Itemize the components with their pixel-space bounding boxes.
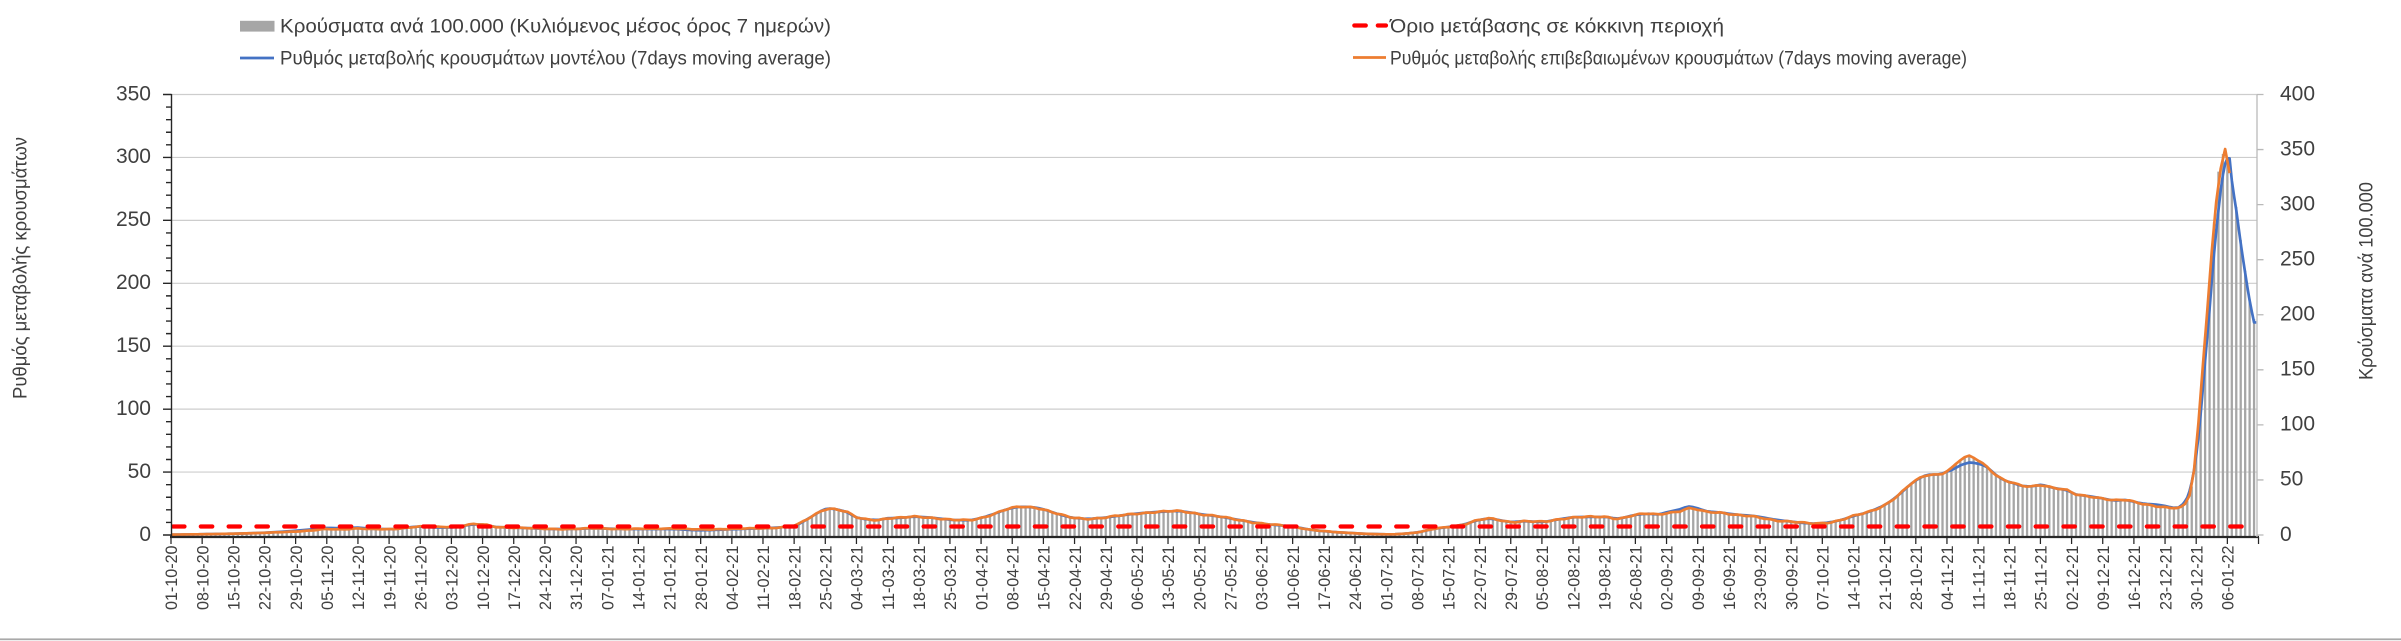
- svg-text:25-11-21: 25-11-21: [2033, 546, 2051, 611]
- svg-text:100: 100: [2280, 413, 2315, 436]
- svg-text:09-12-21: 09-12-21: [2095, 546, 2113, 611]
- svg-text:25-02-21: 25-02-21: [818, 546, 836, 611]
- svg-text:04-02-21: 04-02-21: [724, 546, 742, 611]
- svg-text:26-08-21: 26-08-21: [1628, 546, 1646, 611]
- svg-text:200: 200: [2280, 303, 2315, 326]
- svg-text:30-09-21: 30-09-21: [1783, 546, 1801, 611]
- svg-text:02-12-21: 02-12-21: [2064, 546, 2082, 611]
- svg-text:29-07-21: 29-07-21: [1503, 546, 1521, 611]
- svg-text:17-06-21: 17-06-21: [1316, 546, 1334, 611]
- svg-text:23-09-21: 23-09-21: [1752, 546, 1770, 611]
- svg-text:21-10-21: 21-10-21: [1877, 546, 1895, 611]
- svg-text:19-11-20: 19-11-20: [381, 546, 399, 611]
- svg-text:350: 350: [116, 82, 151, 105]
- svg-text:22-07-21: 22-07-21: [1472, 546, 1490, 611]
- svg-text:08-07-21: 08-07-21: [1409, 546, 1427, 611]
- svg-text:12-08-21: 12-08-21: [1565, 546, 1583, 611]
- svg-text:11-03-21: 11-03-21: [880, 546, 898, 611]
- svg-text:18-03-21: 18-03-21: [911, 546, 929, 611]
- svg-text:150: 150: [116, 334, 151, 357]
- svg-text:01-04-21: 01-04-21: [973, 546, 991, 611]
- svg-text:29-10-20: 29-10-20: [288, 546, 306, 611]
- svg-text:Κρούσματα ανά 100.000: Κρούσματα ανά 100.000: [2356, 182, 2378, 380]
- svg-text:25-03-21: 25-03-21: [942, 546, 960, 611]
- svg-text:250: 250: [2280, 247, 2315, 270]
- svg-text:03-12-20: 03-12-20: [444, 546, 462, 611]
- svg-text:01-10-20: 01-10-20: [163, 546, 181, 611]
- svg-text:14-01-21: 14-01-21: [631, 546, 649, 611]
- svg-text:03-06-21: 03-06-21: [1254, 546, 1272, 611]
- svg-text:05-11-20: 05-11-20: [319, 546, 337, 611]
- svg-text:11-11-21: 11-11-21: [1970, 546, 1988, 611]
- svg-text:27-05-21: 27-05-21: [1223, 546, 1241, 611]
- svg-text:21-01-21: 21-01-21: [662, 546, 680, 611]
- svg-text:04-11-21: 04-11-21: [1939, 546, 1957, 611]
- svg-text:350: 350: [2280, 137, 2315, 160]
- svg-text:09-09-21: 09-09-21: [1690, 546, 1708, 611]
- svg-text:08-10-20: 08-10-20: [194, 546, 212, 611]
- svg-text:06-05-21: 06-05-21: [1129, 546, 1147, 611]
- svg-text:28-01-21: 28-01-21: [693, 546, 711, 611]
- svg-text:300: 300: [2280, 192, 2315, 215]
- svg-text:200: 200: [116, 271, 151, 294]
- svg-text:Ρυθμός μεταβολής επιβεβαιωμένω: Ρυθμός μεταβολής επιβεβαιωμένων κρουσμάτ…: [1390, 49, 1967, 70]
- svg-text:Ρυθμός μεταβολής κρουσμάτων μο: Ρυθμός μεταβολής κρουσμάτων μοντέλου (7d…: [280, 49, 831, 70]
- svg-text:28-10-21: 28-10-21: [1908, 546, 1926, 611]
- svg-text:10-06-21: 10-06-21: [1285, 546, 1303, 611]
- svg-text:06-01-22: 06-01-22: [2220, 546, 2238, 611]
- svg-text:07-10-21: 07-10-21: [1815, 546, 1833, 611]
- svg-text:50: 50: [2280, 468, 2303, 491]
- svg-text:Ρυθμός μεταβολής κρουσμάτων: Ρυθμός μεταβολής κρουσμάτων: [10, 137, 32, 399]
- svg-text:01-07-21: 01-07-21: [1378, 546, 1396, 611]
- svg-text:23-12-21: 23-12-21: [2157, 546, 2175, 611]
- svg-text:250: 250: [116, 208, 151, 231]
- svg-text:15-10-20: 15-10-20: [226, 546, 244, 611]
- svg-text:0: 0: [2280, 523, 2292, 546]
- svg-text:22-04-21: 22-04-21: [1067, 546, 1085, 611]
- svg-text:400: 400: [2280, 82, 2315, 105]
- svg-text:10-12-20: 10-12-20: [475, 546, 493, 611]
- svg-text:05-08-21: 05-08-21: [1534, 546, 1552, 611]
- svg-text:17-12-20: 17-12-20: [506, 546, 524, 611]
- svg-text:19-08-21: 19-08-21: [1596, 546, 1614, 611]
- svg-text:50: 50: [128, 460, 151, 483]
- svg-text:14-10-21: 14-10-21: [1846, 546, 1864, 611]
- svg-text:30-12-21: 30-12-21: [2188, 546, 2206, 611]
- svg-text:24-12-20: 24-12-20: [537, 546, 555, 611]
- svg-text:16-09-21: 16-09-21: [1721, 546, 1739, 611]
- svg-text:15-07-21: 15-07-21: [1441, 546, 1459, 611]
- svg-text:18-11-21: 18-11-21: [2001, 546, 2019, 611]
- svg-text:22-10-20: 22-10-20: [257, 546, 275, 611]
- svg-text:11-02-21: 11-02-21: [755, 546, 773, 611]
- svg-text:26-11-20: 26-11-20: [412, 546, 430, 611]
- svg-text:24-06-21: 24-06-21: [1347, 546, 1365, 611]
- svg-text:20-05-21: 20-05-21: [1191, 546, 1209, 611]
- svg-text:0: 0: [139, 523, 151, 546]
- svg-text:Όριο μετάβασης σε κόκκινη περι: Όριο μετάβασης σε κόκκινη περιοχή: [1389, 17, 1724, 38]
- svg-text:04-03-21: 04-03-21: [849, 546, 867, 611]
- svg-text:13-05-21: 13-05-21: [1160, 546, 1178, 611]
- svg-text:31-12-20: 31-12-20: [568, 546, 586, 611]
- svg-text:Κρούσματα ανά 100.000 (Κυλιόμε: Κρούσματα ανά 100.000 (Κυλιόμενος μέσος …: [280, 17, 831, 38]
- svg-text:29-04-21: 29-04-21: [1098, 546, 1116, 611]
- svg-text:15-04-21: 15-04-21: [1036, 546, 1054, 611]
- svg-text:18-02-21: 18-02-21: [786, 546, 804, 611]
- svg-text:12-11-20: 12-11-20: [350, 546, 368, 611]
- svg-text:08-04-21: 08-04-21: [1004, 546, 1022, 611]
- svg-text:150: 150: [2280, 358, 2315, 381]
- svg-text:07-01-21: 07-01-21: [599, 546, 617, 611]
- svg-text:02-09-21: 02-09-21: [1659, 546, 1677, 611]
- svg-text:300: 300: [116, 145, 151, 168]
- svg-text:16-12-21: 16-12-21: [2126, 546, 2144, 611]
- svg-text:100: 100: [116, 397, 151, 420]
